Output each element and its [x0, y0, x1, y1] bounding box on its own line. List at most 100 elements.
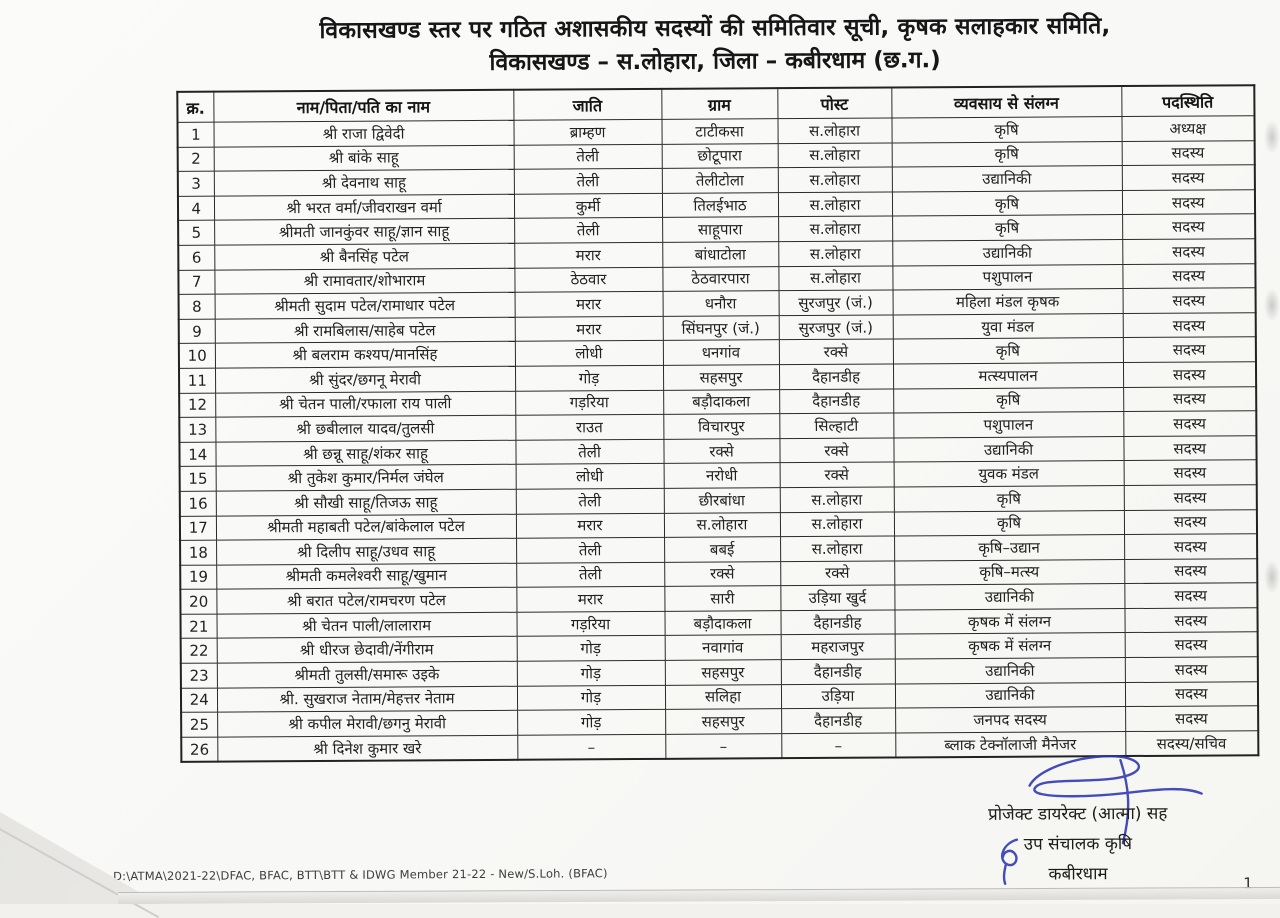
cell-designation: सदस्य — [1121, 164, 1255, 191]
cell-designation: सदस्य — [1122, 287, 1256, 314]
cell-village: छीरबांधा — [663, 487, 780, 513]
cell-post: दैहानडीह — [780, 659, 895, 685]
cell-name: श्री रामावतार/शोभाराम — [214, 267, 515, 295]
cell-designation: सदस्य — [1122, 214, 1256, 240]
cell-name: श्री दिनेश कुमार खरे — [217, 735, 518, 763]
cell-post: रक्से — [778, 339, 893, 365]
cell-occupation: पशुपालन — [892, 264, 1123, 291]
cell-name: श्री छबीलाल यादव/तुलसी — [215, 415, 516, 442]
cell-caste: गोड़ — [517, 709, 666, 736]
header-village: ग्राम — [661, 88, 778, 120]
cell-post: सुरजपुर (जं.) — [778, 290, 893, 316]
cell-caste: तेली — [515, 488, 664, 514]
cell-serial: 16 — [179, 491, 216, 516]
cell-occupation: उद्यानिकी — [894, 583, 1125, 610]
cell-post: उड़िया — [780, 683, 896, 709]
cell-serial: 1 — [177, 122, 214, 147]
cell-name: श्री धीरज छेदावी/नेंगीराम — [216, 636, 517, 664]
cell-serial: 2 — [177, 146, 214, 172]
cell-name: श्रीमती सुदाम पटेल/रामाधार पटेल — [214, 292, 515, 319]
cell-designation: अध्यक्ष — [1121, 115, 1255, 142]
cell-village: स.लोहारा — [663, 512, 781, 538]
cell-occupation: उद्यानिकी — [894, 657, 1125, 684]
cell-village: नरोधी — [663, 462, 780, 489]
cell-designation: सदस्य — [1124, 681, 1259, 707]
cell-serial: 3 — [177, 171, 214, 197]
cell-post: स.लोहारा — [777, 191, 893, 218]
cell-designation: सदस्य — [1124, 632, 1258, 658]
cell-village: धनगांव — [662, 340, 779, 366]
cell-name: श्री रामबिलास/साहेब पटेल — [214, 317, 515, 344]
cell-occupation: पशुपालन — [893, 411, 1124, 438]
cell-caste: लोधी — [515, 463, 664, 490]
cell-post: रक्से — [779, 462, 894, 488]
header-occupation: व्यवसाय से संलग्न — [891, 86, 1122, 118]
cell-village: – — [665, 733, 782, 760]
cell-name: श्री सौखी साहू/तिजऊ साहू — [215, 489, 516, 516]
cell-name: श्री तुकेश कुमार/निर्मल जंघेल — [215, 464, 516, 492]
signatory-line-2: उप संचालक कृषि — [1023, 834, 1133, 855]
cell-name: श्री भरत वर्मा/जीवराखन वर्मा — [213, 194, 515, 221]
cell-name: श्रीमती जानकुंवर साहू/ज्ञान साहू — [214, 218, 515, 246]
document-title: विकासखण्ड स्तर पर गठित अशासकीय सदस्यों क… — [176, 8, 1254, 82]
cell-serial: 10 — [178, 343, 215, 369]
cell-serial: 5 — [178, 220, 215, 246]
cell-village: तेलीटोला — [661, 167, 778, 194]
cell-occupation: युवा मंडल — [892, 313, 1123, 340]
cell-designation: सदस्य — [1123, 484, 1257, 511]
cell-designation: सदस्य — [1124, 583, 1258, 609]
cell-name: श्री बलराम कश्यप/मानसिंह — [214, 341, 515, 369]
cell-serial: 18 — [180, 540, 217, 566]
cell-occupation: कृषि — [892, 214, 1123, 241]
cell-designation: सदस्य — [1124, 533, 1258, 560]
cell-occupation: कृषि — [893, 510, 1125, 537]
cell-post: सिल्हाटी — [779, 413, 894, 439]
cell-post: स.लोहारा — [779, 486, 894, 513]
cell-caste: लोधी — [514, 340, 663, 367]
scan-smudge — [1264, 120, 1280, 154]
cell-caste: – — [517, 734, 666, 761]
cell-occupation: कृषि — [892, 337, 1123, 364]
cell-caste: तेली — [513, 143, 662, 170]
cell-serial: 22 — [180, 638, 217, 664]
cell-name: श्रीमती तुलसी/समारू उइके — [216, 661, 517, 688]
cell-serial: 12 — [179, 392, 216, 418]
cell-serial: 13 — [179, 417, 216, 443]
cell-occupation: उद्यानिकी — [894, 682, 1126, 709]
cell-post: महराजपुर — [780, 634, 895, 660]
cell-name: श्री चेतन पाली/रफाला राय पाली — [215, 390, 516, 418]
cell-caste: तेली — [515, 439, 664, 465]
cell-designation: सदस्य — [1123, 509, 1258, 535]
cell-caste: कुर्मी — [513, 193, 663, 219]
cell-name: श्रीमती कमलेश्वरी साहू/खुमान — [216, 562, 517, 590]
cell-post: स.लोहारा — [777, 117, 892, 144]
cell-village: नवागांव — [664, 635, 781, 661]
cell-caste: गोड़ — [516, 660, 665, 686]
cell-designation: सदस्य — [1123, 410, 1257, 437]
signatory-block: प्रोजेक्ट डायरेक्ट (आत्मा) सह उप संचालक … — [963, 799, 1194, 890]
cell-occupation: युवक मंडल — [893, 460, 1124, 487]
cell-serial: 19 — [180, 564, 217, 590]
cell-caste: गोड़ — [514, 365, 664, 391]
cell-caste: राउत — [515, 414, 664, 440]
cell-post: रक्से — [780, 560, 895, 586]
cell-caste: तेली — [516, 537, 665, 563]
cell-caste: गोड़ — [516, 685, 666, 711]
cell-designation: सदस्य — [1123, 460, 1257, 486]
cell-village: टाटीकसा — [661, 118, 778, 144]
cell-designation: सदस्य — [1124, 607, 1258, 634]
cell-name: श्री बैनसिंह पटेल — [214, 243, 515, 270]
cell-serial: 15 — [179, 466, 216, 492]
header-post: पोस्ट — [777, 87, 892, 119]
cell-village: सहसपुर — [664, 659, 781, 686]
cell-name: श्री सुंदर/छगनू मेरावी — [214, 366, 516, 393]
cell-caste: गड़रिया — [515, 389, 664, 416]
signatory-line-3: कबीरधाम — [1048, 864, 1108, 885]
cell-occupation: कृषक में संलग्न — [894, 608, 1125, 635]
cell-post: स.लोहारा — [777, 142, 892, 168]
cell-post: उड़िया खुर्द — [780, 585, 895, 611]
cell-serial: 4 — [177, 195, 215, 221]
